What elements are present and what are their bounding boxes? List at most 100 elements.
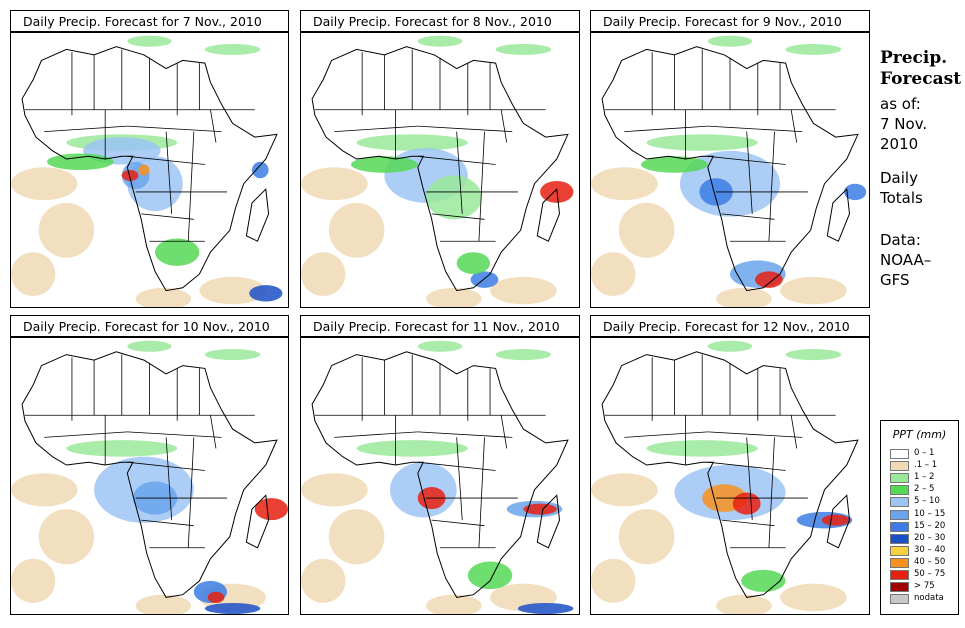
- legend-swatch: [890, 509, 909, 520]
- legend-title: PPT (mm): [892, 428, 947, 441]
- precip-area: [426, 175, 482, 220]
- forecast-panel-3: Daily Precip. Forecast for 9 Nov., 2010: [590, 10, 870, 308]
- legend-swatch: [890, 533, 909, 544]
- country-border: [417, 125, 513, 133]
- legend-swatch: [890, 594, 909, 605]
- legend-swatch: [890, 570, 909, 580]
- precip-area: [38, 509, 95, 565]
- country-border: [44, 431, 128, 438]
- country-border: [210, 415, 217, 449]
- data-source-name: NOAA–: [880, 251, 932, 269]
- precip-area: [301, 558, 346, 603]
- precip-area: [523, 503, 557, 515]
- precip-area: [249, 285, 283, 302]
- map-svg: [591, 340, 859, 614]
- map-svg: [301, 340, 574, 614]
- precip-area: [716, 594, 772, 614]
- country-border: [500, 415, 508, 449]
- sidebar-title: Precip. Forecast: [880, 48, 961, 90]
- precip-area: [204, 602, 261, 614]
- precip-area: [780, 583, 847, 612]
- as-of-year: 2010: [880, 135, 919, 153]
- precip-area: [699, 178, 733, 206]
- precip-area: [127, 340, 172, 352]
- precip-map: [10, 337, 289, 615]
- precip-area: [301, 252, 346, 297]
- precip-area: [707, 35, 753, 47]
- precip-area: [517, 602, 574, 614]
- precip-area: [470, 271, 499, 288]
- panel-title: Daily Precip. Forecast for 10 Nov., 2010: [10, 315, 289, 337]
- precip-area: [155, 238, 200, 266]
- precip-area: [495, 43, 552, 55]
- precip-area: [11, 252, 56, 297]
- precip-area: [618, 509, 675, 565]
- country-border: [478, 131, 485, 242]
- panel-title: Daily Precip. Forecast for 9 Nov., 2010: [590, 10, 870, 32]
- precip-area: [785, 349, 842, 361]
- panel-title: Daily Precip. Forecast for 12 Nov., 2010: [590, 315, 870, 337]
- sidebar-title-line: Forecast: [880, 69, 962, 89]
- legend-swatch: [890, 582, 909, 593]
- legend-label: 5 – 10: [914, 496, 940, 507]
- totals-line: Totals: [880, 189, 923, 207]
- country-border: [746, 131, 753, 214]
- country-border: [790, 109, 798, 143]
- precip-area: [741, 569, 786, 592]
- map-svg: [591, 35, 867, 307]
- precip-area: [301, 167, 368, 201]
- data-source-name: GFS: [880, 271, 910, 289]
- legend-label: > 75: [914, 581, 935, 592]
- precip-area: [785, 43, 842, 55]
- country-border: [768, 131, 775, 242]
- precip-area: [38, 202, 95, 258]
- country-border: [456, 131, 463, 214]
- precip-area: [47, 153, 114, 170]
- panel-title: Daily Precip. Forecast for 7 Nov., 2010: [10, 10, 289, 32]
- country-border: [431, 213, 485, 220]
- legend-label: 2 – 5: [914, 484, 935, 495]
- legend-label: 15 – 20: [914, 520, 946, 531]
- coastline: [311, 46, 569, 292]
- madagascar-outline: [536, 188, 561, 242]
- precip-area: [780, 276, 847, 305]
- precip-area: [11, 473, 78, 507]
- as-of-date: 7 Nov.: [880, 115, 928, 133]
- legend-label: 0 – 1: [914, 448, 935, 458]
- legend-swatch: [890, 521, 909, 532]
- precip-area: [732, 492, 761, 515]
- country-border: [127, 125, 222, 133]
- legend-label: 10 – 15: [914, 508, 946, 519]
- legend-label: 1 – 2: [914, 472, 935, 483]
- country-border: [210, 109, 217, 143]
- precip-area: [204, 43, 261, 55]
- precip-area: [707, 340, 753, 352]
- precip-area: [135, 594, 192, 614]
- legend-swatch: [890, 497, 909, 508]
- precip-area: [138, 164, 150, 176]
- country-border: [707, 431, 803, 438]
- precip-area: [121, 170, 139, 181]
- precip-map: [590, 32, 870, 308]
- precip-map: [300, 337, 580, 615]
- madagascar-outline: [245, 494, 270, 549]
- forecast-panel-4: Daily Precip. Forecast for 10 Nov., 2010: [10, 315, 289, 615]
- forecast-panel-5: Daily Precip. Forecast for 11 Nov., 2010: [300, 315, 580, 615]
- precip-area: [495, 349, 552, 361]
- precip-area: [11, 167, 78, 201]
- coastline: [311, 351, 569, 598]
- precip-area: [11, 558, 56, 603]
- legend-swatch: [890, 557, 909, 568]
- precip-map: [10, 32, 289, 308]
- map-svg: [11, 35, 283, 307]
- precip-area: [646, 134, 758, 151]
- country-border: [721, 213, 775, 220]
- country-border: [431, 519, 485, 527]
- country-border: [768, 437, 775, 548]
- legend-label: 20 – 30: [914, 532, 946, 543]
- coastline: [21, 351, 278, 598]
- country-border: [500, 109, 508, 143]
- precip-area: [591, 167, 658, 201]
- precip-area: [417, 35, 463, 47]
